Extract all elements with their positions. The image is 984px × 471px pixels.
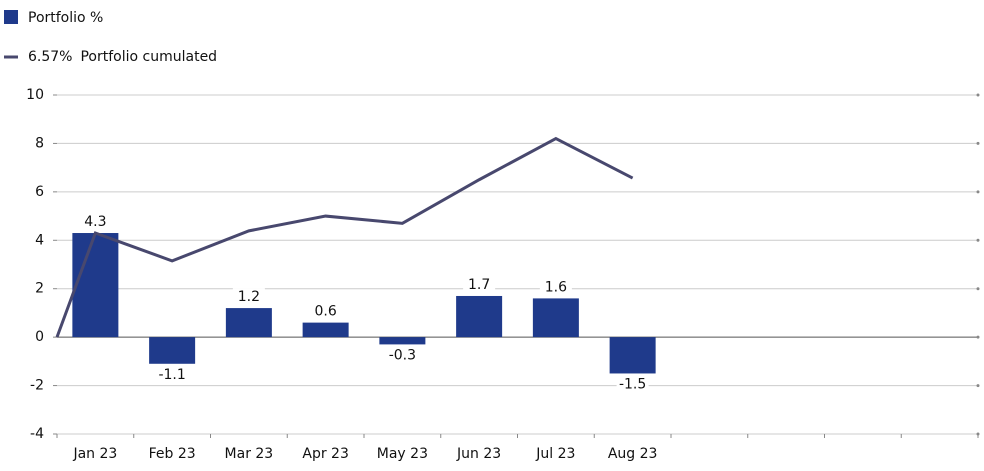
legend-value: 6.57% <box>28 49 72 65</box>
tick-mark <box>976 190 980 194</box>
bar <box>225 308 272 338</box>
x-tick-label: Apr 23 <box>302 446 348 462</box>
data-label: 1.2 <box>238 289 260 305</box>
label-bg <box>79 213 112 232</box>
label-bg <box>232 288 265 307</box>
label-bg <box>309 302 342 321</box>
bar <box>379 337 426 345</box>
label-bg <box>463 275 496 294</box>
tick-mark <box>976 335 980 339</box>
x-tick-label: Jan 23 <box>72 446 117 462</box>
x-tick-label: May 23 <box>377 446 428 462</box>
line <box>55 136 634 338</box>
y-tick-label: -4 <box>30 426 44 442</box>
data-label: -1.1 <box>158 367 185 383</box>
data-label: -0.3 <box>389 347 416 363</box>
legend-label: 6.57% Portfolio cumulated <box>28 49 217 65</box>
x-tick-label: Jun 23 <box>456 446 501 462</box>
y-tick-label: -2 <box>30 378 44 394</box>
legend-swatch <box>4 10 18 24</box>
tick-mark <box>976 287 980 291</box>
bar <box>609 337 656 374</box>
data-label: 0.6 <box>314 304 336 320</box>
tick-mark <box>976 384 980 388</box>
bar <box>149 337 196 364</box>
label-bg <box>156 365 189 384</box>
data-label: 4.3 <box>84 214 106 230</box>
x-tick-label: Feb 23 <box>149 446 196 462</box>
x-tick-label: Aug 23 <box>608 446 658 462</box>
legend-name: Portfolio cumulated <box>80 49 217 65</box>
data-label: 1.7 <box>468 277 490 293</box>
y-tick-label: 0 <box>35 329 44 345</box>
data-label: 1.6 <box>545 279 567 295</box>
bar <box>302 322 349 338</box>
tick-mark <box>976 238 980 242</box>
x-tick-label: Mar 23 <box>225 446 274 462</box>
bar <box>72 233 119 338</box>
tick-mark <box>976 141 980 145</box>
data-label: -1.5 <box>619 376 646 392</box>
label-bg <box>616 375 649 394</box>
tick-mark <box>976 93 980 97</box>
x-tick-label: Jul 23 <box>535 446 575 462</box>
y-tick-label: 8 <box>35 135 44 151</box>
bar <box>456 295 503 338</box>
legend-label: Portfolio % <box>28 10 103 26</box>
label-bg <box>386 346 419 365</box>
y-tick-label: 6 <box>35 184 44 200</box>
y-tick-label: 2 <box>35 281 44 297</box>
label-bg <box>539 278 572 297</box>
y-tick-label: 10 <box>26 87 44 103</box>
y-tick-label: 4 <box>35 232 44 248</box>
bar <box>532 298 579 338</box>
